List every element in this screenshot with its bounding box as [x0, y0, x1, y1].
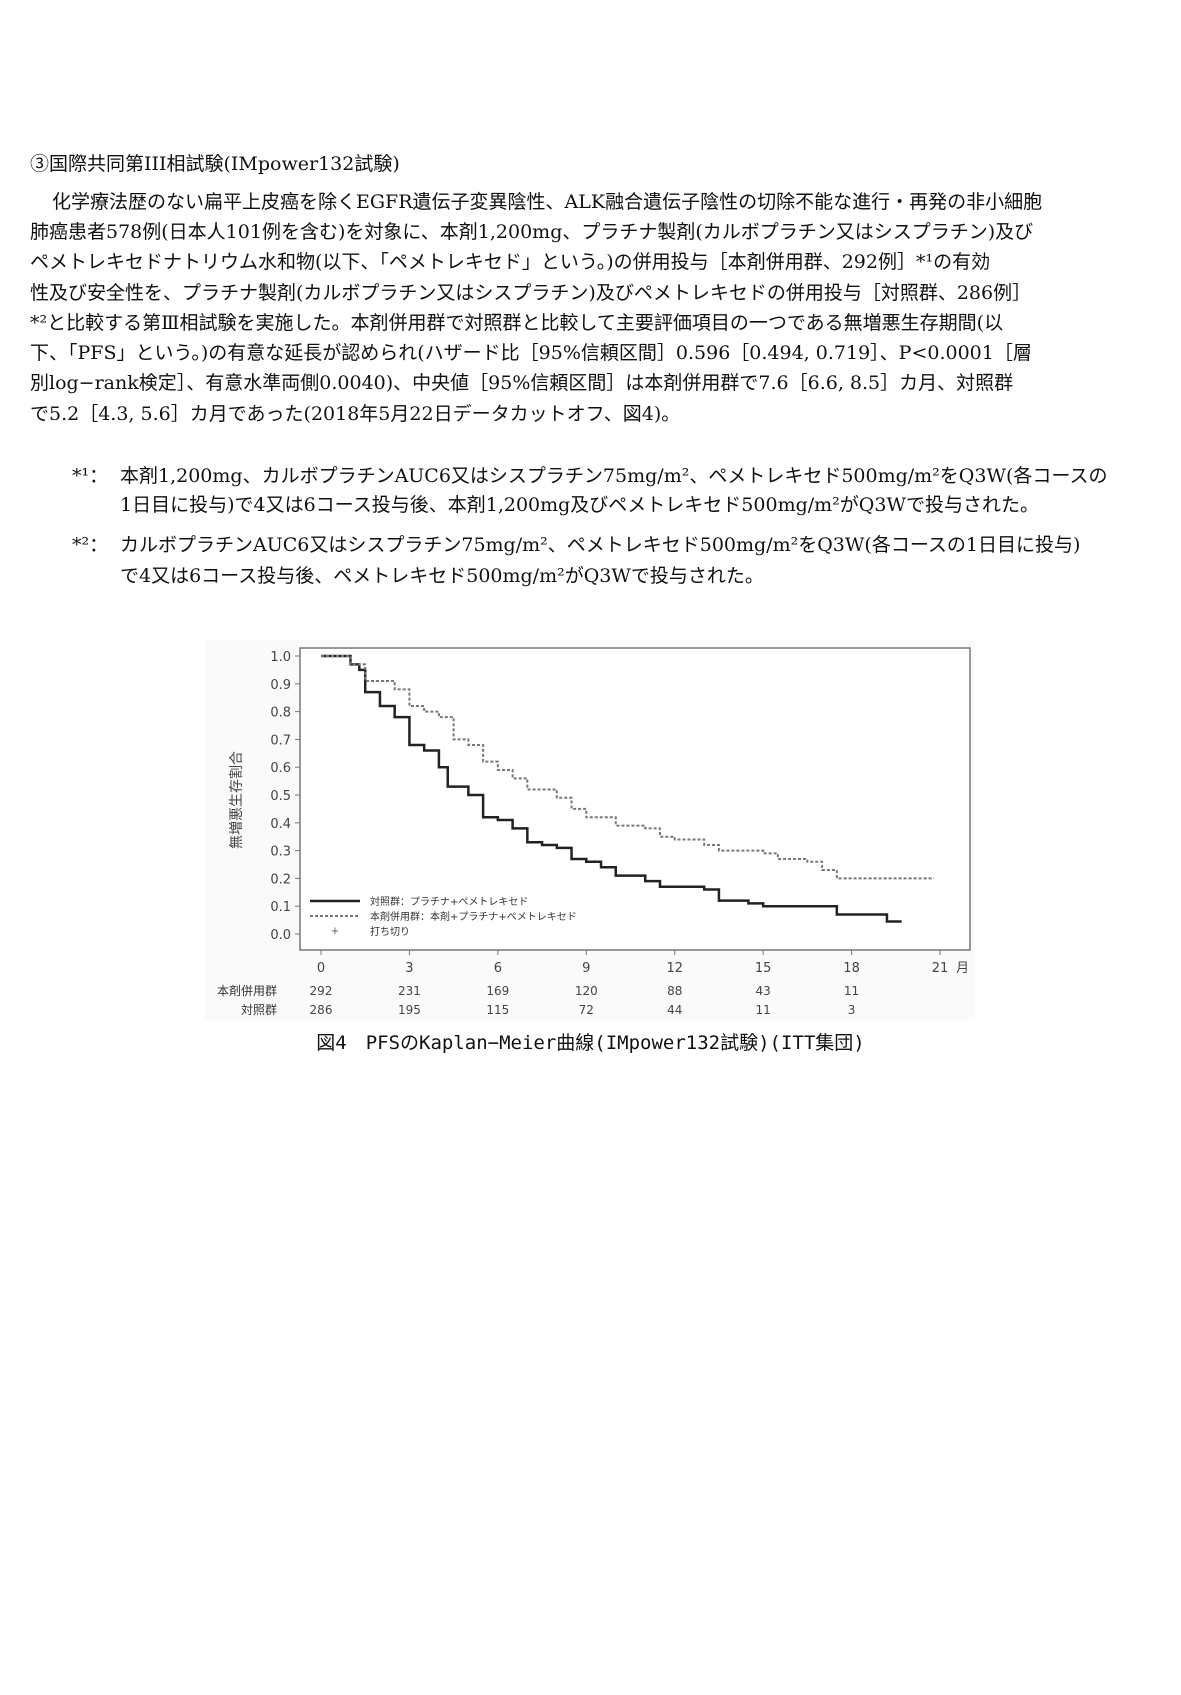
body-text-line: 下、「PFS」という。)の有意な延長が認められ(ハザード比［95%信頼区間］0.…: [30, 342, 1032, 364]
body-text-line: 別log−rank検定］、有意水準両側0.0040)、中央値［95%信頼区間］は…: [30, 372, 1014, 394]
legend-label: 対照群：プラチナ+ペメトレキセド: [370, 895, 528, 908]
at-risk-group-label: 対照群: [241, 1003, 277, 1017]
y-tick-label: 0.7: [270, 733, 291, 748]
footnote-mark: *²：: [72, 534, 109, 556]
footnote-text: で4又は6コース投与後、ペメトレキセド500mg/m²がQ3Wで投与された。: [120, 565, 764, 587]
at-risk-count: 88: [667, 984, 682, 998]
body-text-line: 肺癌患者578例(日本人101例を含む)を対象に、本剤1,200mg、プラチナ製…: [30, 221, 1034, 243]
body-text-line: *²と比較する第Ⅲ相試験を実施した。本剤併用群で対照群と比較して主要評価項目の一…: [30, 312, 1004, 334]
y-tick-label: 0.0: [270, 928, 291, 943]
y-tick-label: 0.6: [270, 761, 291, 776]
y-tick-label: 0.8: [270, 706, 291, 721]
kaplan-meier-chart: 0.0 0.1 0.2 0.3 0.4 0.5 0.6 0.7 0.8 0.9 1.0 0 3 6 9 12 1…: [205, 640, 975, 1020]
y-tick-label: 0.1: [270, 900, 291, 915]
plot-frame: [299, 647, 971, 951]
x-tick-label: 3: [405, 961, 413, 976]
footnote-text: 本剤1,200mg、カルボプラチンAUC6又はシスプラチン75mg/m²、ペメト…: [120, 465, 1108, 487]
y-tick-label: 0.2: [270, 872, 291, 887]
at-risk-count: 292: [310, 984, 333, 998]
y-tick-label: 0.5: [270, 789, 291, 804]
x-unit-label: 月: [956, 961, 969, 976]
x-tick-label: 21: [932, 961, 949, 976]
x-tick-label: 6: [494, 961, 502, 976]
at-risk-count: 11: [756, 1003, 771, 1017]
y-axis-label: 無増悪生存割合: [228, 751, 245, 849]
at-risk-count: 44: [667, 1003, 682, 1017]
x-tick-label: 12: [666, 961, 683, 976]
y-tick-label: 1.0: [270, 650, 291, 665]
figure-caption: 図4 PFSのKaplan−Meier曲線(IMpower132試験)(ITT集…: [316, 1032, 865, 1054]
footnote-text: カルボプラチンAUC6又はシスプラチン75mg/m²、ペメトレキセド500mg/…: [120, 534, 1081, 556]
legend-label: 打ち切り: [370, 925, 410, 938]
at-risk-count: 3: [848, 1003, 856, 1017]
body-text-line: ペメトレキセドナトリウム水和物(以下、「ペメトレキセド」という。)の併用投与［本…: [30, 251, 991, 273]
at-risk-count: 286: [310, 1003, 333, 1017]
y-tick-label: 0.4: [270, 817, 291, 832]
at-risk-count: 115: [486, 1003, 509, 1017]
y-tick-label: 0.3: [270, 845, 291, 860]
legend-label: 本剤併用群：本剤+プラチナ+ペメトレキセド: [370, 910, 577, 923]
section-heading: ③国際共同第III相試験(IMpower132試験): [30, 153, 400, 175]
x-tick-label: 18: [843, 961, 860, 976]
footnote-text: 1日目に投与)で4又は6コース投与後、本剤1,200mg及びペメトレキセド500…: [120, 494, 1039, 516]
x-tick-label: 0: [317, 961, 325, 976]
km-curve-control: [321, 654, 902, 923]
at-risk-group-label: 本剤併用群: [217, 983, 277, 998]
at-risk-count: 231: [398, 984, 421, 998]
km-curve-combination: [321, 655, 935, 880]
body-text-line: 化学療法歴のない扁平上皮癌を除くEGFR遺伝子変異陰性、ALK融合遺伝子陰性の切…: [52, 191, 1043, 213]
at-risk-count: 169: [486, 984, 509, 998]
legend-swatch-censor: +: [331, 926, 339, 937]
body-text-line: 性及び安全性を、プラチナ製剤(カルボプラチン又はシスプラチン)及びペメトレキセド…: [30, 282, 1032, 304]
at-risk-count: 72: [579, 1003, 594, 1017]
at-risk-count: 195: [398, 1003, 421, 1017]
y-tick-label: 0.9: [270, 678, 291, 693]
at-risk-count: 43: [756, 984, 771, 998]
x-tick-label: 15: [755, 961, 772, 976]
at-risk-count: 11: [844, 984, 859, 998]
footnote-mark: *¹：: [72, 465, 109, 487]
body-text-line: で5.2［4.3, 5.6］カ月であった(2018年5月22日データカットオフ、…: [30, 403, 681, 425]
x-tick-label: 9: [582, 961, 590, 976]
at-risk-count: 120: [575, 984, 598, 998]
